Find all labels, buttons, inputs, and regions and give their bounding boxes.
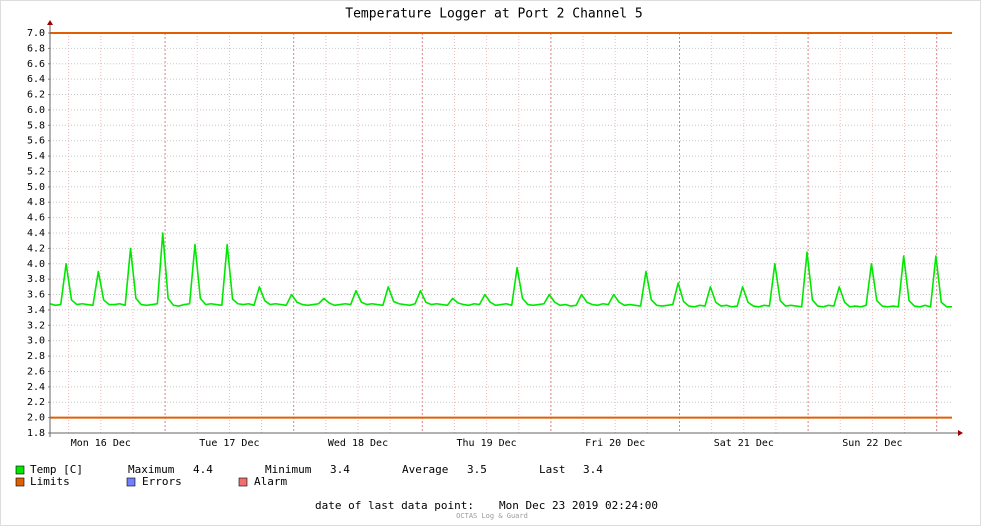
y-tick-label: 2.4 (27, 382, 45, 393)
x-tick-label: Thu 19 Dec (456, 438, 516, 449)
y-tick-label: 5.0 (27, 182, 45, 193)
legend-label: Temp [C] (30, 463, 83, 476)
y-tick-label: 4.0 (27, 259, 45, 270)
x-axis-arrow (958, 430, 963, 436)
chart-title: Temperature Logger at Port 2 Channel 5 (345, 7, 642, 22)
y-tick-label: 4.2 (27, 243, 45, 254)
footer-value: Mon Dec 23 2019 02:24:00 (499, 499, 658, 512)
y-tick-label: 6.4 (27, 74, 45, 85)
legend-label: Errors (142, 475, 182, 488)
y-tick-label: 3.2 (27, 320, 45, 331)
temp-line (49, 232, 952, 308)
legend-swatch (126, 477, 136, 487)
y-tick-label: 4.6 (27, 213, 45, 224)
y-tick-label: 3.8 (27, 274, 45, 285)
y-tick-label: 5.2 (27, 166, 45, 177)
y-tick-label: 3.6 (27, 290, 45, 301)
x-tick-label: Sat 21 Dec (714, 438, 774, 449)
y-tick-label: 5.4 (27, 151, 45, 162)
x-tick-label: Wed 18 Dec (328, 438, 388, 449)
y-tick-label: 1.8 (27, 428, 45, 439)
stat-value: 3.4 (583, 463, 603, 476)
y-tick-label: 2.0 (27, 413, 45, 424)
y-tick-label: 6.0 (27, 105, 45, 116)
legend-swatch (15, 465, 25, 475)
legend-label: Alarm (254, 475, 287, 488)
legend-swatch (15, 477, 25, 487)
x-tick-label: Fri 20 Dec (585, 438, 645, 449)
y-tick-label: 5.6 (27, 136, 45, 147)
legend-label: Limits (30, 475, 70, 488)
x-tick-label: Tue 17 Dec (199, 438, 259, 449)
y-tick-label: 2.6 (27, 366, 45, 377)
stat-label: Average (402, 463, 448, 476)
stat-value: 3.5 (467, 463, 487, 476)
y-tick-label: 6.6 (27, 59, 45, 70)
y-tick-label: 7.0 (27, 28, 45, 39)
y-tick-label: 4.8 (27, 197, 45, 208)
y-tick-label: 5.8 (27, 120, 45, 131)
y-tick-label: 3.0 (27, 336, 45, 347)
stat-label: Last (539, 463, 566, 476)
y-tick-label: 3.4 (27, 305, 45, 316)
stat-label: Minimum (265, 463, 312, 476)
y-tick-label: 6.2 (27, 90, 45, 101)
y-axis-arrow (47, 20, 53, 25)
y-tick-label: 6.8 (27, 43, 45, 54)
y-tick-label: 2.2 (27, 397, 45, 408)
footer-label: date of last data point: (315, 499, 474, 512)
x-tick-label: Sun 22 Dec (842, 438, 902, 449)
stat-value: 4.4 (193, 463, 213, 476)
y-tick-label: 2.8 (27, 351, 45, 362)
y-tick-label: 4.4 (27, 228, 45, 239)
stat-value: 3.4 (330, 463, 350, 476)
stat-label: Maximum (128, 463, 175, 476)
x-tick-label: Mon 16 Dec (71, 438, 131, 449)
watermark: OCTAS Log & Guard (456, 512, 528, 520)
legend-swatch (238, 477, 248, 487)
